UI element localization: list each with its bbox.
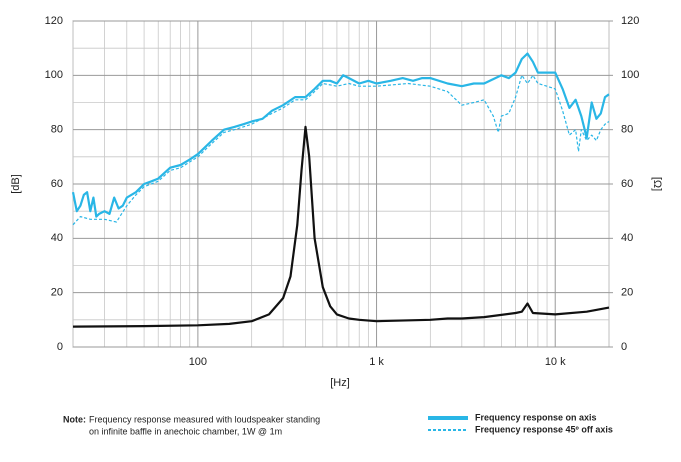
y2-tick-label: 60 (621, 178, 633, 190)
y-tick-label: 100 (45, 69, 63, 81)
x-tick-label: 100 (189, 356, 207, 368)
y-tick-label: 40 (51, 232, 63, 244)
y2-tick-label: 40 (621, 232, 633, 244)
y2-tick-label: 0 (621, 341, 627, 353)
note-label: Note: (63, 414, 86, 424)
x-axis-label: [Hz] (330, 377, 350, 389)
y-axis-label: [dB] (10, 174, 22, 194)
y2-tick-label: 100 (621, 69, 639, 81)
y2-axis-label: [Ω] (651, 177, 663, 191)
y-tick-label: 80 (51, 124, 63, 136)
note-text: Frequency response measured with loudspe… (89, 414, 320, 424)
series-line (72, 125, 610, 328)
y-tick-label: 60 (51, 178, 63, 190)
x-tick-label: 1 k (369, 356, 384, 368)
y-tick-label: 0 (57, 341, 63, 353)
y2-tick-label: 80 (621, 124, 633, 136)
x-tick-label: 10 k (545, 356, 566, 368)
note-text: on infinite baffle in anechoic chamber, … (89, 426, 282, 436)
y-tick-label: 20 (51, 287, 63, 299)
y-tick-label: 120 (45, 15, 63, 27)
legend-label: Frequency response on axis (475, 412, 597, 422)
y2-tick-label: 20 (621, 287, 633, 299)
series-line (72, 74, 610, 226)
y2-tick-label: 120 (621, 15, 639, 27)
series-line (71, 52, 610, 218)
legend-label: Frequency response 45º off axis (475, 424, 613, 434)
